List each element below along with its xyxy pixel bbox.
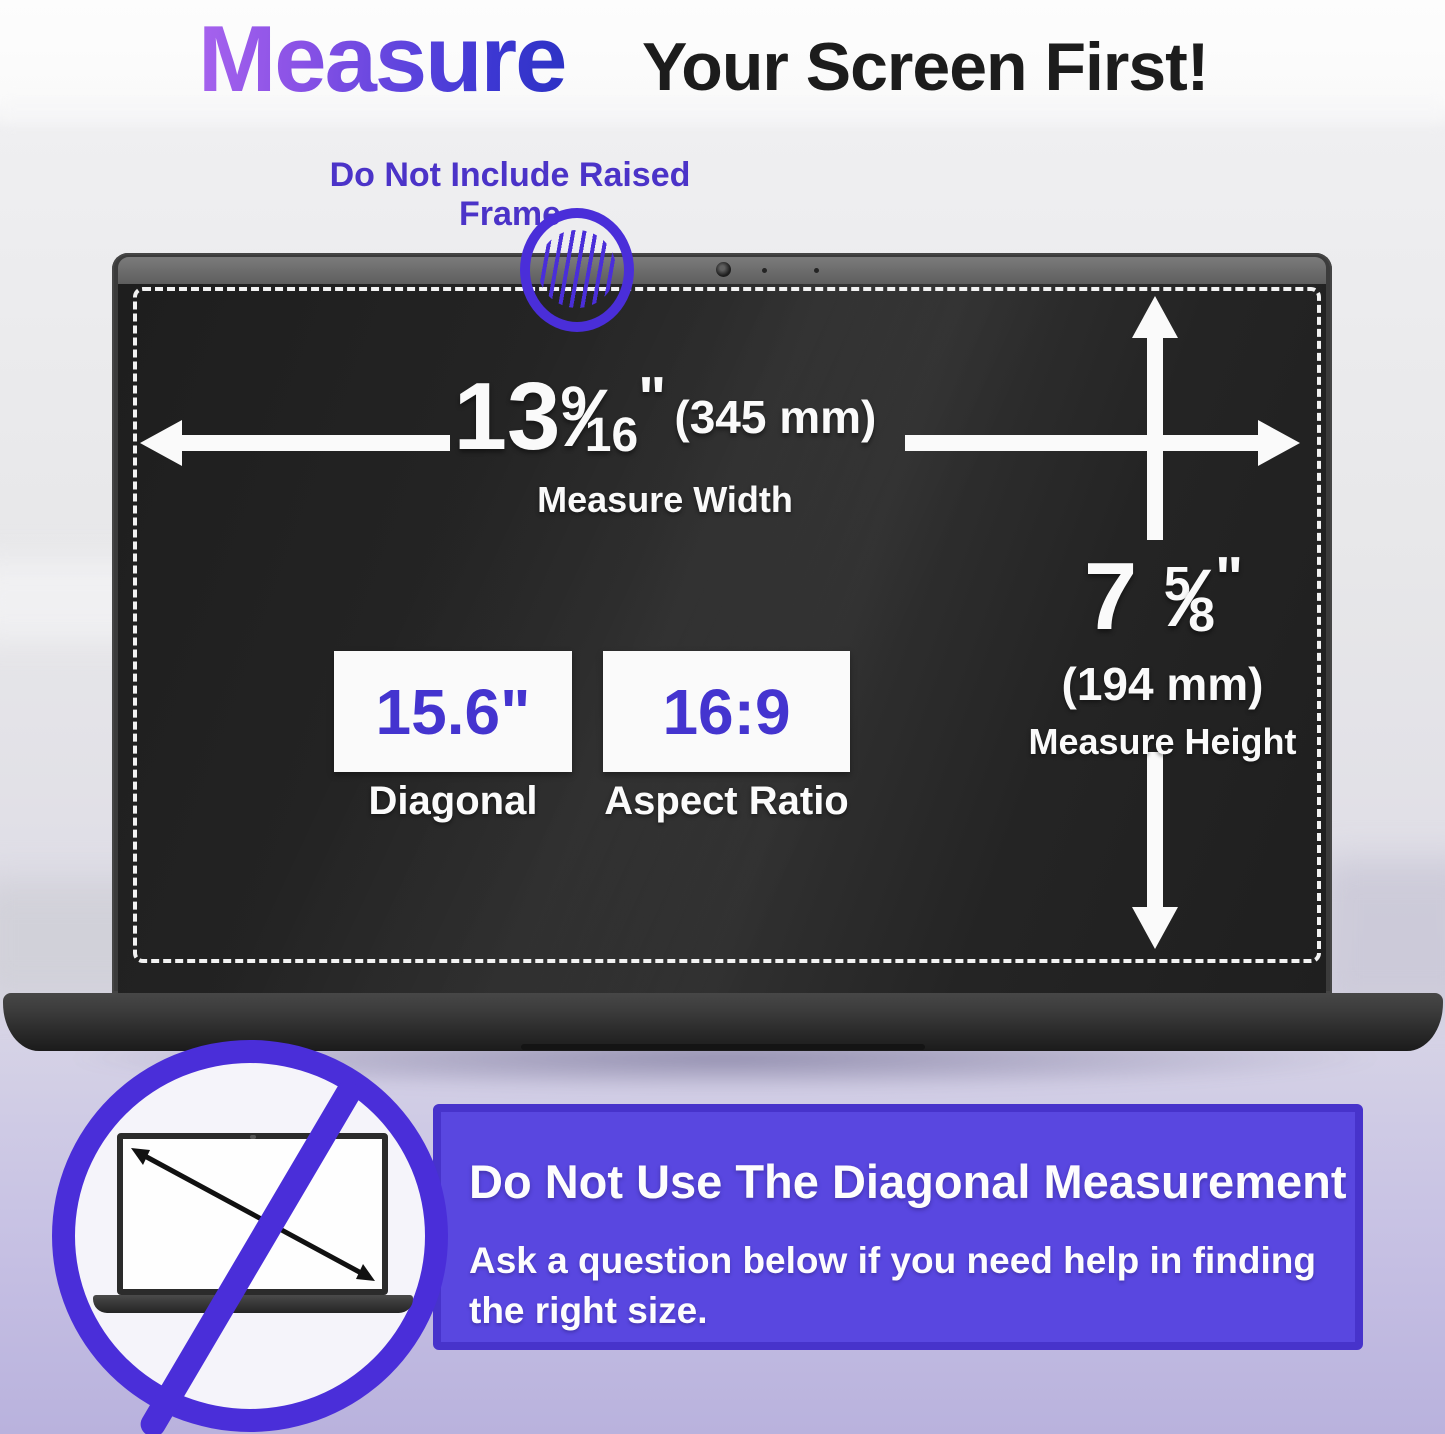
- title-highlight: Measure: [198, 6, 567, 111]
- no-diagonal-icon: [52, 1040, 448, 1434]
- height-frac-numerator: 5: [1163, 558, 1191, 612]
- banner-body-line1: Ask a question below if you need help in…: [469, 1240, 1316, 1281]
- mic-dot-icon: [814, 268, 819, 273]
- laptop-top-bezel: [118, 257, 1326, 284]
- width-value: 139⁄16" (345 mm): [400, 368, 930, 465]
- diagonal-arrow-icon: [131, 1148, 375, 1281]
- diagonal-value: 15.6": [375, 675, 531, 748]
- height-measurement: 7 5⁄8" (194 mm) Measure Height: [1020, 548, 1305, 763]
- banner-body-line2: the right size.: [469, 1290, 708, 1331]
- aspect-ratio-value-box: 16:9: [603, 651, 850, 772]
- warning-banner: Do Not Use The Diagonal Measurement Ask …: [433, 1104, 1363, 1350]
- hatch-pattern: [538, 230, 616, 308]
- background-blur-shape: [1320, 860, 1445, 1010]
- height-frac-denominator: 8: [1188, 588, 1215, 642]
- aspect-ratio-label: Aspect Ratio: [604, 779, 849, 823]
- width-frac-numerator: 9: [560, 378, 588, 432]
- laptop-lid: [112, 253, 1332, 993]
- page-title: Your Screen First!: [642, 29, 1209, 105]
- mini-laptop-base: [93, 1295, 413, 1313]
- inch-mark: ": [1214, 544, 1243, 611]
- height-label: Measure Height: [1028, 720, 1297, 762]
- height-value: 7 5⁄8": [1020, 548, 1305, 645]
- measure-area-dashed-border: [133, 287, 1321, 963]
- width-measurement: 139⁄16" (345 mm) Measure Width: [400, 368, 930, 521]
- height-metric: (194 mm): [1061, 657, 1264, 710]
- inch-mark: ": [638, 364, 666, 431]
- height-whole: 7: [1083, 542, 1138, 650]
- mini-webcam-icon: [249, 1135, 256, 1139]
- banner-heading: Do Not Use The Diagonal Measurement: [469, 1155, 1347, 1208]
- width-frac-denominator: 16: [584, 408, 639, 462]
- webcam-icon: [716, 262, 731, 277]
- callout-label: Do Not Include Raised Frame: [329, 156, 691, 233]
- raised-frame-highlight-icon: [520, 208, 634, 332]
- ceiling-highlight: [0, 96, 1445, 122]
- fraction-slash: ⁄: [1182, 552, 1197, 644]
- diagonal-label: Diagonal: [368, 779, 538, 823]
- width-label: Measure Width: [537, 478, 793, 520]
- width-whole: 13: [453, 362, 561, 470]
- diagonal-value-box: 15.6": [334, 651, 572, 772]
- laptop-screen: [118, 284, 1326, 993]
- fraction-slash: ⁄: [579, 372, 593, 464]
- aspect-ratio-value: 16:9: [662, 675, 791, 748]
- mic-dot-icon: [762, 268, 767, 273]
- width-metric: (345 mm): [674, 391, 877, 444]
